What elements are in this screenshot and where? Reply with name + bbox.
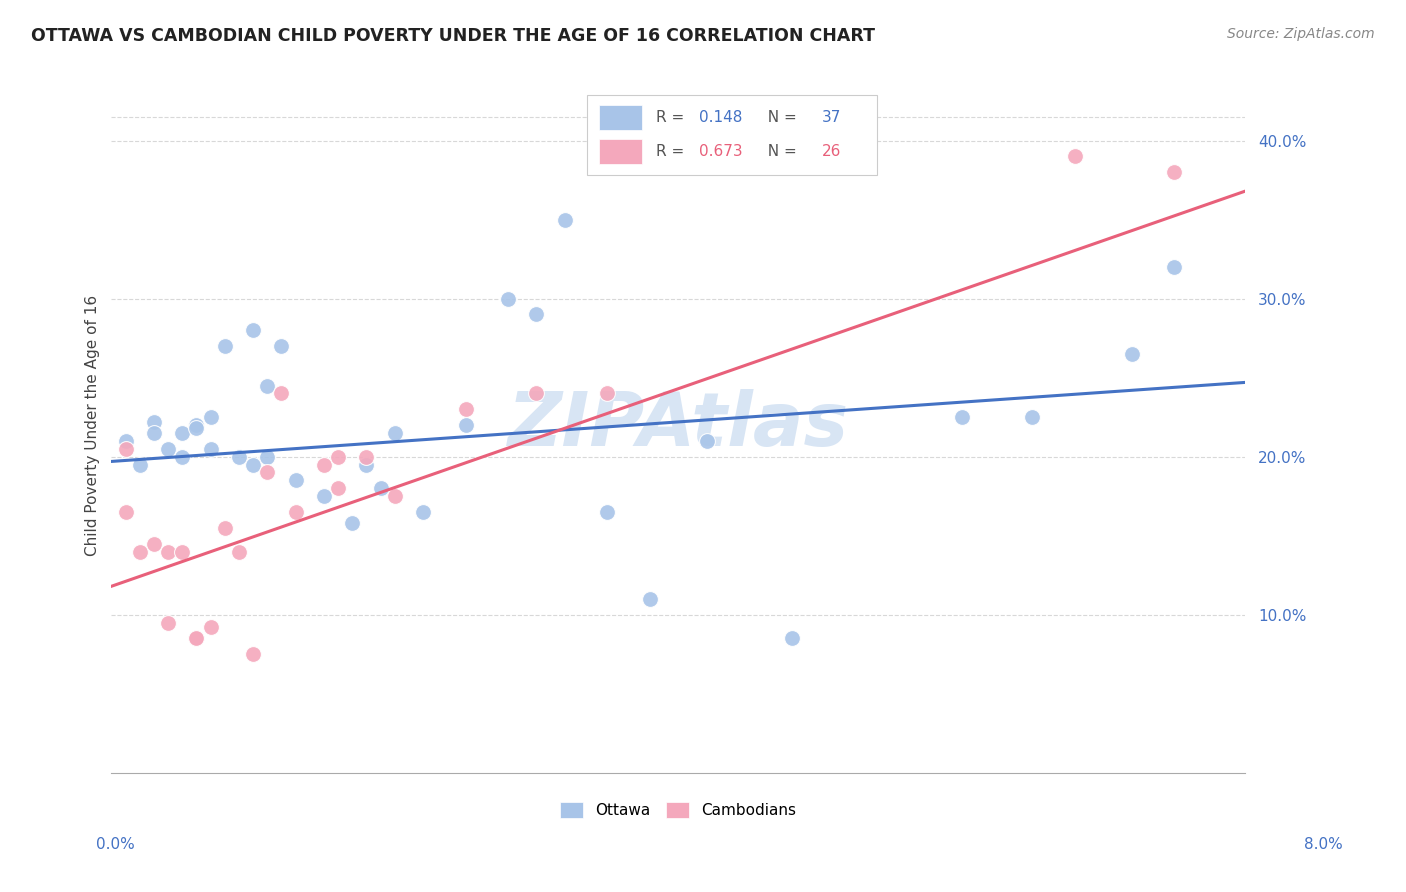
Point <box>370 481 392 495</box>
Point <box>157 615 180 630</box>
Point <box>454 402 477 417</box>
Text: OTTAWA VS CAMBODIAN CHILD POVERTY UNDER THE AGE OF 16 CORRELATION CHART: OTTAWA VS CAMBODIAN CHILD POVERTY UNDER … <box>31 27 875 45</box>
Point <box>142 536 165 550</box>
Point <box>242 323 264 337</box>
Point <box>526 308 548 322</box>
Bar <box>599 104 643 129</box>
Point <box>1163 260 1185 274</box>
Point <box>256 378 278 392</box>
Point <box>596 386 619 401</box>
Point <box>128 458 150 472</box>
Text: ZIPAtlas: ZIPAtlas <box>508 389 849 461</box>
Text: N =: N = <box>758 110 801 125</box>
Point <box>214 339 236 353</box>
Point <box>186 632 208 646</box>
Point <box>696 434 718 448</box>
Point <box>114 434 136 448</box>
Point <box>950 410 973 425</box>
Point <box>200 620 222 634</box>
Point <box>256 450 278 464</box>
Text: R =: R = <box>655 110 689 125</box>
Point <box>284 505 307 519</box>
Text: N =: N = <box>758 145 801 160</box>
Point <box>128 544 150 558</box>
Point <box>1021 410 1043 425</box>
Text: 8.0%: 8.0% <box>1303 838 1343 852</box>
Point <box>157 442 180 456</box>
Bar <box>599 139 643 164</box>
Point <box>242 647 264 661</box>
Point <box>228 544 250 558</box>
Point <box>214 521 236 535</box>
Point <box>496 292 519 306</box>
Point <box>157 544 180 558</box>
Point <box>1121 347 1143 361</box>
Point <box>638 591 661 606</box>
Point <box>200 410 222 425</box>
Point <box>172 544 194 558</box>
Point <box>256 466 278 480</box>
Point <box>200 442 222 456</box>
FancyBboxPatch shape <box>588 95 876 175</box>
Point <box>312 458 335 472</box>
Text: 0.148: 0.148 <box>699 110 742 125</box>
Text: Source: ZipAtlas.com: Source: ZipAtlas.com <box>1227 27 1375 41</box>
Y-axis label: Child Poverty Under the Age of 16: Child Poverty Under the Age of 16 <box>86 294 100 556</box>
Point <box>228 450 250 464</box>
Text: 26: 26 <box>823 145 842 160</box>
Point <box>284 474 307 488</box>
Point <box>1064 149 1087 163</box>
Point <box>454 418 477 433</box>
Point <box>554 212 576 227</box>
Point <box>596 505 619 519</box>
Point <box>412 505 434 519</box>
Point <box>114 505 136 519</box>
Text: R =: R = <box>655 145 689 160</box>
Legend: Ottawa, Cambodians: Ottawa, Cambodians <box>554 796 803 824</box>
Point <box>242 458 264 472</box>
Point <box>186 418 208 433</box>
Point <box>326 481 349 495</box>
Point <box>172 450 194 464</box>
Point <box>384 425 406 440</box>
Text: 0.0%: 0.0% <box>96 838 135 852</box>
Point <box>186 421 208 435</box>
Point <box>270 386 292 401</box>
Point <box>114 442 136 456</box>
Point <box>356 450 378 464</box>
Point <box>356 458 378 472</box>
Point <box>326 450 349 464</box>
Point <box>1163 165 1185 179</box>
Point <box>270 339 292 353</box>
Point <box>384 489 406 503</box>
Text: 37: 37 <box>823 110 842 125</box>
Point <box>342 516 364 530</box>
Point <box>526 386 548 401</box>
Point <box>142 415 165 429</box>
Point <box>172 425 194 440</box>
Point <box>186 632 208 646</box>
Point <box>142 425 165 440</box>
Text: 0.673: 0.673 <box>699 145 742 160</box>
Point <box>312 489 335 503</box>
Point <box>780 632 803 646</box>
